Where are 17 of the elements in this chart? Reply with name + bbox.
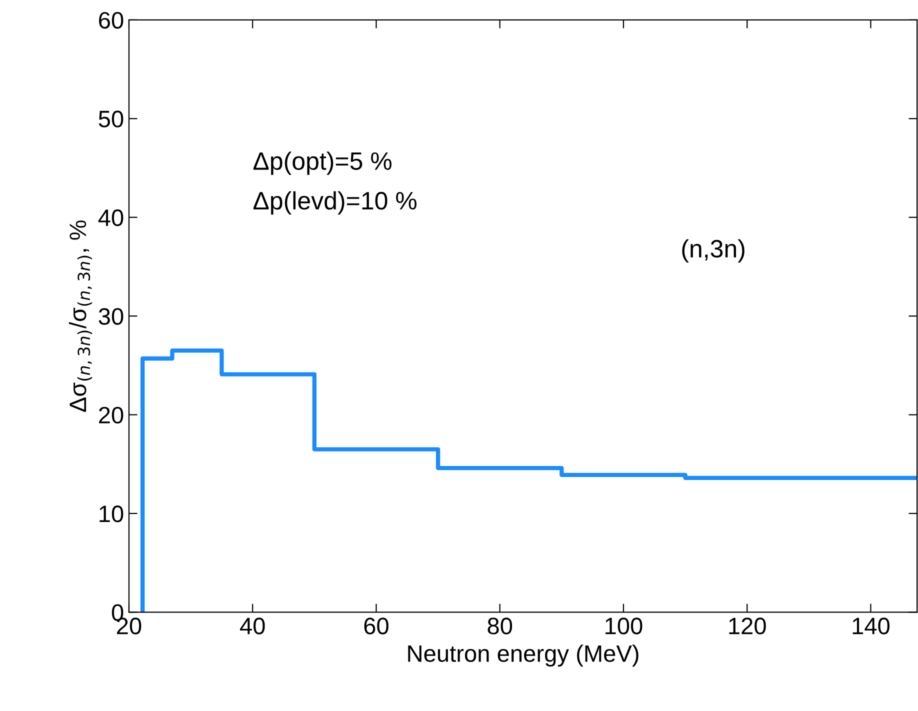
x-tick-label: 40: [240, 618, 265, 634]
y-tick-label: 30: [98, 308, 124, 325]
annotation: Δp(opt)=5 %: [253, 152, 392, 175]
y-tick-label: 60: [99, 12, 124, 29]
x-tick-label: 80: [488, 618, 512, 634]
annotation: Δp(levd)=10 %: [253, 191, 417, 215]
x-axis-title: Neutron energy (MeV): [408, 644, 638, 667]
y-tick-label: 20: [99, 406, 124, 424]
y-axis-title: Δσ$_{(n,3n)}$/σ$_{(n,3n)}$, %: [68, 220, 92, 412]
y-tick-label: 50: [98, 110, 124, 128]
x-tick-label: 120: [729, 618, 766, 634]
x-tick-label: 60: [364, 618, 388, 634]
y-tick-label: 40: [98, 209, 124, 226]
y-tick-label: 10: [100, 506, 124, 522]
x-tick-label: 100: [606, 618, 642, 634]
x-tick-label: 140: [852, 618, 890, 634]
annotation: (n,3n): [682, 239, 744, 263]
